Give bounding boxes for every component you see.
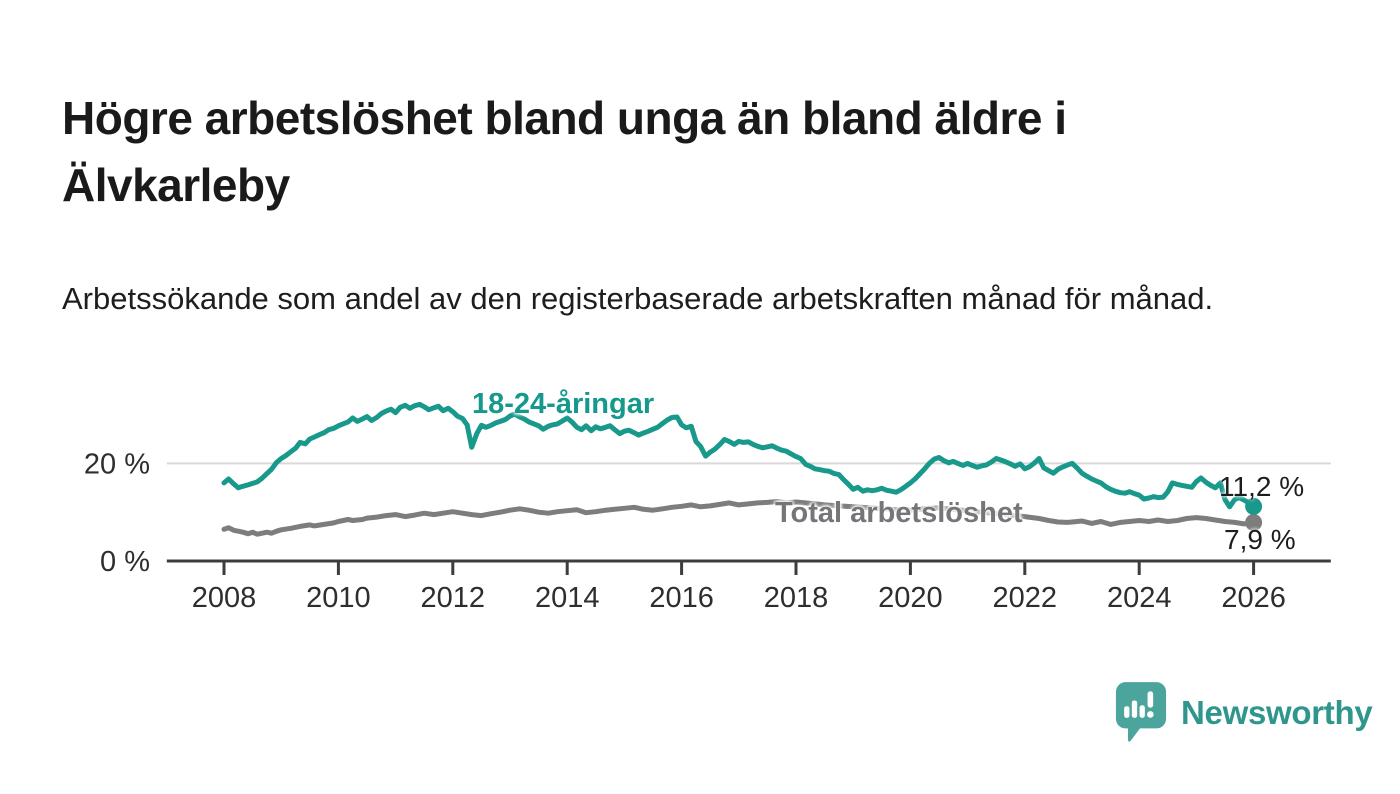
x-axis-tick-label: 2026 <box>1221 582 1286 614</box>
x-axis-tick-label: 2010 <box>306 582 371 614</box>
x-axis-tick-label: 2016 <box>649 582 714 614</box>
speech-bubble-bar-chart-icon <box>1114 680 1168 746</box>
page-subtitle: Arbetssökande som andel av den registerb… <box>62 281 1214 316</box>
x-axis-tick-label: 2012 <box>421 582 486 614</box>
newsworthy-logo: Newsworthy <box>1114 682 1373 742</box>
end-value-label-18-24: 11,2 % <box>1219 471 1305 502</box>
page-title: Högre arbetslöshet bland unga än bland ä… <box>62 91 1067 211</box>
newsworthy-wordmark: Newsworthy <box>1181 694 1373 731</box>
series-endpoint-dot <box>1245 497 1263 515</box>
x-axis-tick-label: 2018 <box>764 582 829 614</box>
x-axis-tick-label: 2020 <box>878 582 943 614</box>
x-axis-tick-label: 2022 <box>993 582 1058 614</box>
y-axis-tick-label: 20 % <box>84 448 150 480</box>
end-value-label-total: 7,9 % <box>1224 524 1296 555</box>
series-endpoint-dot <box>1245 513 1263 531</box>
series-label-total: Total arbetslöshet <box>775 497 1023 529</box>
y-axis-tick-label: 0 % <box>100 546 150 578</box>
series-label-18-24: 18-24-åringar <box>472 388 655 420</box>
series-line-total-arbetslöshet <box>221 499 1257 537</box>
x-axis-tick-label: 2014 <box>535 582 600 614</box>
x-axis-tick-label: 2024 <box>1107 582 1172 614</box>
x-axis-tick-label: 2008 <box>192 582 257 614</box>
series-line-18-24-åringar <box>221 401 1257 510</box>
